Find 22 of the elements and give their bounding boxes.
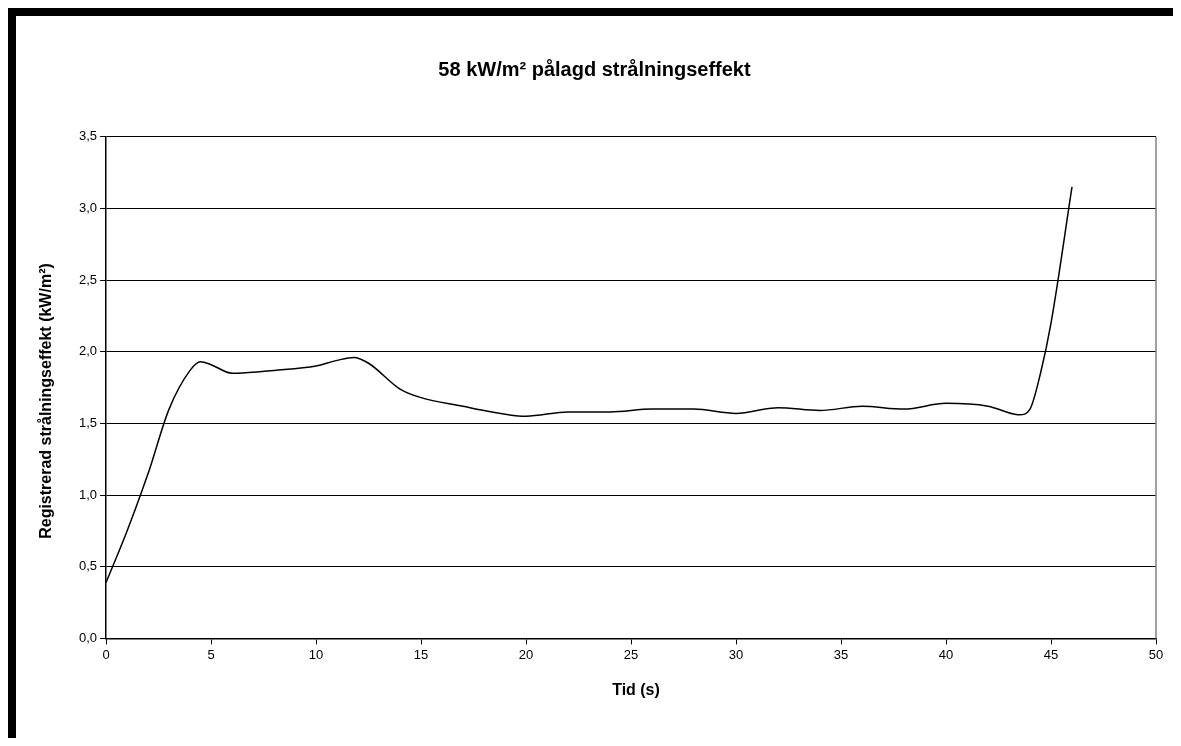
y-axis-title: Registrerad strålningseffekt (kW/m²) <box>37 263 55 539</box>
y-tick-label: 0,0 <box>78 629 98 645</box>
x-tick-label: 45 <box>1043 646 1059 662</box>
x-tick-label: 50 <box>1148 646 1164 662</box>
y-tick-label: 2,5 <box>78 271 98 287</box>
y-tick-label: 2,0 <box>78 343 98 359</box>
x-tick-label: 40 <box>938 646 954 662</box>
x-tick-label: 35 <box>833 646 849 662</box>
x-tick-label: 5 <box>207 646 215 662</box>
x-tick-label: 25 <box>623 646 639 662</box>
x-axis-title: Tid (s) <box>611 681 661 699</box>
x-tick-label: 0 <box>102 646 110 662</box>
x-tick-label: 15 <box>413 646 429 662</box>
x-tick-label: 20 <box>518 646 534 662</box>
chart-title: 58 kW/m² pålagd strålningseffekt <box>437 58 752 81</box>
x-tick-label: 30 <box>728 646 744 662</box>
y-tick-label: 3,5 <box>78 128 98 144</box>
y-tick-label: 1,5 <box>78 415 98 431</box>
x-tick-label: 10 <box>308 646 324 662</box>
y-tick-label: 3,0 <box>78 200 98 216</box>
y-tick-label: 1,0 <box>78 486 98 502</box>
y-tick-label: 0,5 <box>78 558 98 574</box>
